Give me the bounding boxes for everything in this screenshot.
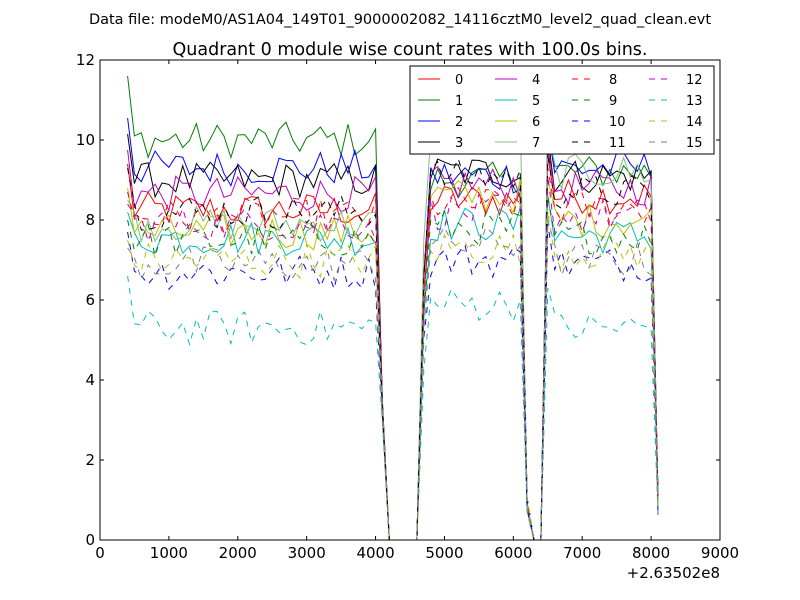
x-axis-offset-label: +2.63502e8 [627,564,720,582]
legend-label-5: 5 [532,94,540,109]
legend-label-12: 12 [686,73,703,88]
series-line-8 [127,167,659,540]
legend-label-11: 11 [609,136,626,151]
legend-box [409,65,715,155]
chart-title: Quadrant 0 module wise count rates with … [173,40,648,60]
x-tick-label: 3000 [288,544,326,562]
legend-label-9: 9 [609,94,617,109]
x-tick-label: 0 [95,544,105,562]
y-tick-label: 2 [85,451,95,469]
legend-label-3: 3 [455,136,463,151]
y-tick-label: 4 [85,371,95,389]
legend-label-0: 0 [455,73,463,88]
legend-label-6: 6 [532,115,540,130]
x-tick-label: 9000 [701,544,739,562]
legend-label-2: 2 [455,115,463,130]
figure-suptitle: Data file: modeM0/AS1A04_149T01_90000020… [89,12,711,28]
series-line-14 [127,211,659,540]
y-tick-label: 0 [85,531,95,549]
y-tick-label: 6 [85,291,95,309]
series-line-11 [127,151,659,540]
y-tick-label: 8 [85,211,95,229]
legend-label-1: 1 [455,94,463,109]
legend-label-10: 10 [609,115,626,130]
x-tick-label: 8000 [632,544,670,562]
legend-label-8: 8 [609,73,617,88]
x-tick-label: 4000 [356,544,394,562]
legend-label-13: 13 [686,94,703,109]
x-tick-label: 2000 [219,544,257,562]
y-tick-label: 10 [76,131,95,149]
x-tick-label: 7000 [563,544,601,562]
x-tick-label: 6000 [494,544,532,562]
y-tick-label: 12 [76,51,95,69]
legend-label-14: 14 [686,115,703,130]
legend-label-4: 4 [532,73,540,88]
x-tick-label: 1000 [150,544,188,562]
x-axis: 0 1000 2000 3000 4000 5000 6000 7000 8000 9000 [95,60,739,562]
legend-label-15: 15 [686,136,703,151]
series-line-15 [127,219,659,540]
series-layer [127,75,659,540]
x-tick-label: 5000 [425,544,463,562]
legend-label-7: 7 [532,136,540,151]
